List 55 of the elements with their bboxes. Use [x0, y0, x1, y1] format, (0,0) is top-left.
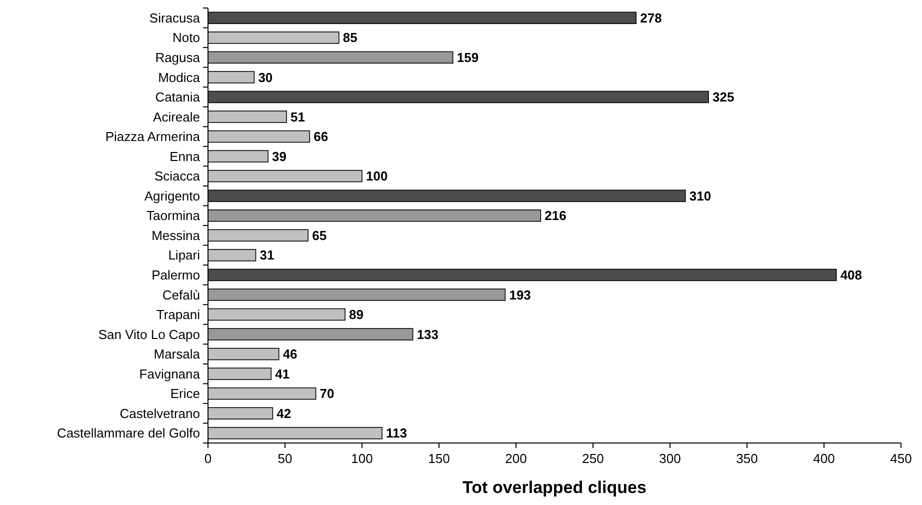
y-tick-label: Castellammare del Golfo — [56, 426, 200, 441]
x-tick-label: 400 — [813, 451, 835, 466]
y-tick-label: Taormina — [146, 208, 201, 224]
x-tick-label: 50 — [278, 451, 292, 466]
y-tick-label: Siracusa — [149, 10, 201, 26]
y-tick-label: Trapani — [156, 307, 200, 322]
x-tick-label: 300 — [659, 451, 681, 466]
data-label: 100 — [366, 168, 388, 184]
y-tick-label: Palermo — [152, 267, 200, 282]
data-label: 193 — [509, 287, 531, 302]
data-label: 70 — [320, 386, 334, 402]
y-tick-label: Messina — [152, 228, 201, 243]
data-label: 159 — [456, 50, 479, 65]
data-label: 42 — [276, 406, 292, 421]
data-label: 278 — [640, 10, 662, 26]
y-tick-label: Modica — [158, 70, 201, 85]
data-label: 65 — [312, 228, 327, 243]
data-label: 46 — [282, 346, 298, 362]
y-tick-label: Cefalù — [162, 287, 200, 302]
y-tick-label: Sciacca — [154, 168, 201, 184]
data-label: 113 — [386, 426, 408, 441]
y-tick-label: Enna — [170, 148, 201, 164]
data-label: 39 — [272, 148, 287, 164]
x-tick-label: 250 — [582, 451, 604, 466]
y-tick-label: Lipari — [168, 248, 200, 263]
data-label: 216 — [544, 208, 566, 224]
x-tick-label: 200 — [505, 451, 527, 466]
x-tick-label: 450 — [890, 451, 912, 466]
data-label: 30 — [258, 70, 273, 85]
data-label: 325 — [712, 90, 734, 105]
y-tick-label: Erice — [170, 386, 200, 402]
x-tick-label: 0 — [204, 451, 212, 466]
y-tick-label: Catania — [155, 90, 201, 105]
data-label: 51 — [290, 109, 306, 124]
data-label: 85 — [342, 30, 358, 46]
y-tick-label: Agrigento — [144, 188, 200, 204]
y-tick-label: Castelvetrano — [120, 406, 200, 421]
x-tick-label: 100 — [351, 451, 373, 466]
y-tick-label: Noto — [172, 30, 200, 46]
data-label: 41 — [275, 366, 290, 382]
y-tick-label: Piazza Armerina — [105, 129, 201, 144]
data-label: 133 — [416, 326, 439, 342]
data-label: 89 — [349, 307, 364, 322]
y-tick-label: Acireale — [153, 109, 200, 124]
y-tick-label: San Vito Lo Capo — [98, 326, 200, 342]
y-tick-label: Favignana — [139, 366, 201, 382]
x-axis-title: Tot overlapped cliques — [462, 478, 646, 497]
y-tick-label: Ragusa — [155, 50, 201, 65]
data-label: 310 — [689, 188, 712, 204]
data-label: 66 — [314, 129, 328, 144]
x-tick-label: 350 — [736, 451, 758, 466]
data-label: 408 — [840, 267, 862, 282]
y-tick-label: Marsala — [154, 346, 201, 362]
x-tick-label: 150 — [428, 451, 450, 466]
data-label: 31 — [260, 248, 274, 263]
